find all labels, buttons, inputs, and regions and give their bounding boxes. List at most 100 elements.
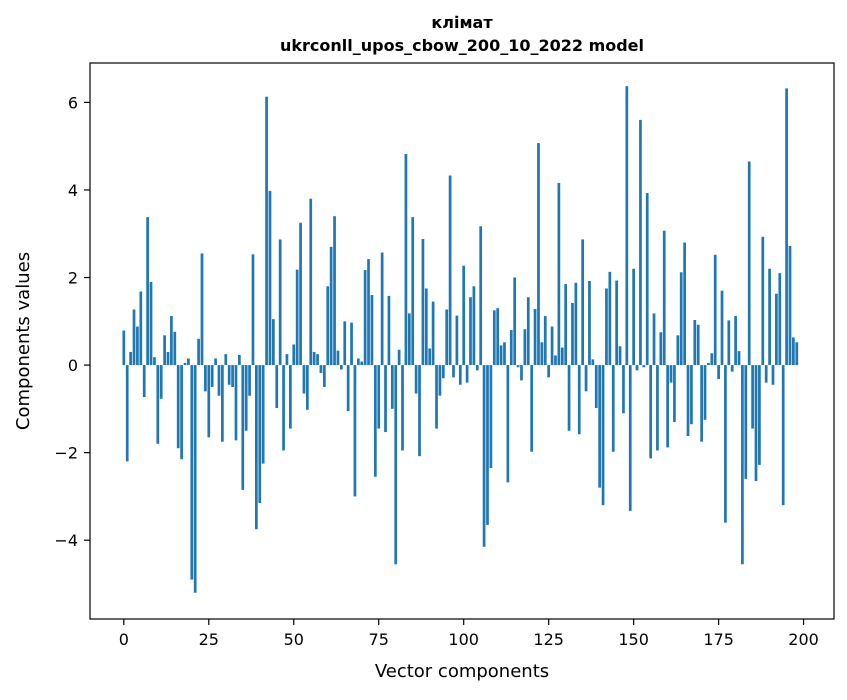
bar bbox=[295, 269, 299, 366]
bar bbox=[717, 365, 720, 380]
bar bbox=[730, 365, 734, 372]
bar bbox=[183, 362, 187, 366]
bar bbox=[615, 280, 619, 366]
bar bbox=[370, 295, 374, 366]
bar bbox=[122, 330, 126, 366]
bar bbox=[543, 316, 547, 366]
y-tick-label: 2 bbox=[68, 269, 78, 288]
bar bbox=[632, 268, 635, 366]
bar bbox=[741, 365, 744, 565]
bar bbox=[496, 308, 500, 366]
bar bbox=[598, 365, 602, 488]
bar bbox=[465, 365, 469, 383]
bar bbox=[200, 253, 204, 366]
bar bbox=[163, 335, 166, 366]
bar bbox=[272, 319, 275, 366]
bar bbox=[506, 365, 510, 483]
bar bbox=[567, 365, 571, 431]
bar bbox=[302, 365, 306, 394]
bar bbox=[346, 365, 350, 412]
bar bbox=[761, 236, 765, 366]
bar bbox=[428, 348, 432, 366]
bar bbox=[744, 365, 748, 479]
bar bbox=[248, 365, 251, 396]
bar bbox=[173, 331, 177, 366]
bar bbox=[747, 161, 751, 366]
bar bbox=[441, 365, 445, 379]
bar bbox=[649, 365, 652, 459]
bar bbox=[421, 238, 425, 366]
bar bbox=[713, 254, 717, 366]
bar bbox=[727, 320, 731, 366]
bar bbox=[214, 358, 217, 366]
bar bbox=[187, 358, 190, 366]
bar bbox=[275, 365, 279, 408]
bar bbox=[734, 316, 737, 366]
bar bbox=[686, 365, 690, 436]
x-axis-label: Vector components bbox=[375, 661, 549, 682]
bar bbox=[785, 88, 788, 366]
bar bbox=[153, 357, 156, 366]
bar bbox=[533, 309, 537, 366]
bar bbox=[475, 365, 479, 371]
bar bbox=[305, 365, 309, 410]
bar bbox=[795, 342, 799, 366]
bar bbox=[622, 365, 625, 414]
bar bbox=[193, 365, 197, 593]
bar bbox=[309, 198, 313, 366]
bar bbox=[764, 365, 768, 383]
bar bbox=[282, 365, 285, 451]
bar bbox=[673, 365, 676, 422]
bar bbox=[737, 351, 741, 366]
bar bbox=[642, 365, 646, 368]
bar bbox=[339, 365, 343, 370]
bar bbox=[710, 353, 714, 366]
bar bbox=[149, 281, 153, 366]
y-tick-label: −2 bbox=[54, 444, 78, 463]
bar bbox=[384, 365, 387, 433]
bar bbox=[265, 96, 268, 366]
bar bbox=[557, 182, 561, 366]
bar bbox=[418, 365, 421, 457]
bar bbox=[509, 330, 513, 366]
bar bbox=[486, 365, 489, 525]
bar bbox=[792, 337, 795, 366]
bar bbox=[462, 265, 466, 366]
bar bbox=[251, 254, 255, 366]
bar bbox=[591, 359, 595, 366]
bar bbox=[170, 316, 173, 366]
bar bbox=[639, 119, 642, 366]
bar bbox=[659, 332, 663, 366]
bar bbox=[530, 365, 534, 452]
bar bbox=[255, 365, 258, 530]
bar bbox=[781, 365, 785, 506]
bar bbox=[754, 365, 758, 482]
bar bbox=[244, 365, 248, 431]
bar bbox=[758, 365, 761, 465]
bar bbox=[261, 365, 265, 464]
bar bbox=[210, 365, 214, 387]
bar bbox=[720, 290, 724, 366]
bar bbox=[285, 354, 289, 366]
bar bbox=[537, 143, 540, 366]
bar bbox=[180, 365, 183, 460]
bar bbox=[503, 342, 506, 366]
bar bbox=[363, 270, 367, 366]
bar bbox=[588, 281, 591, 366]
bar bbox=[132, 309, 136, 366]
bar bbox=[350, 322, 353, 366]
bar bbox=[513, 277, 517, 366]
bar bbox=[129, 351, 132, 366]
x-tick-label: 125 bbox=[533, 630, 564, 649]
bar bbox=[367, 259, 370, 366]
bar bbox=[479, 226, 483, 366]
bar bbox=[356, 358, 360, 366]
y-tick-label: 4 bbox=[68, 181, 78, 200]
bar bbox=[690, 365, 693, 425]
bar bbox=[469, 297, 472, 366]
bar bbox=[146, 217, 149, 366]
bar bbox=[299, 222, 302, 366]
bar bbox=[771, 365, 775, 385]
bar bbox=[550, 326, 554, 366]
